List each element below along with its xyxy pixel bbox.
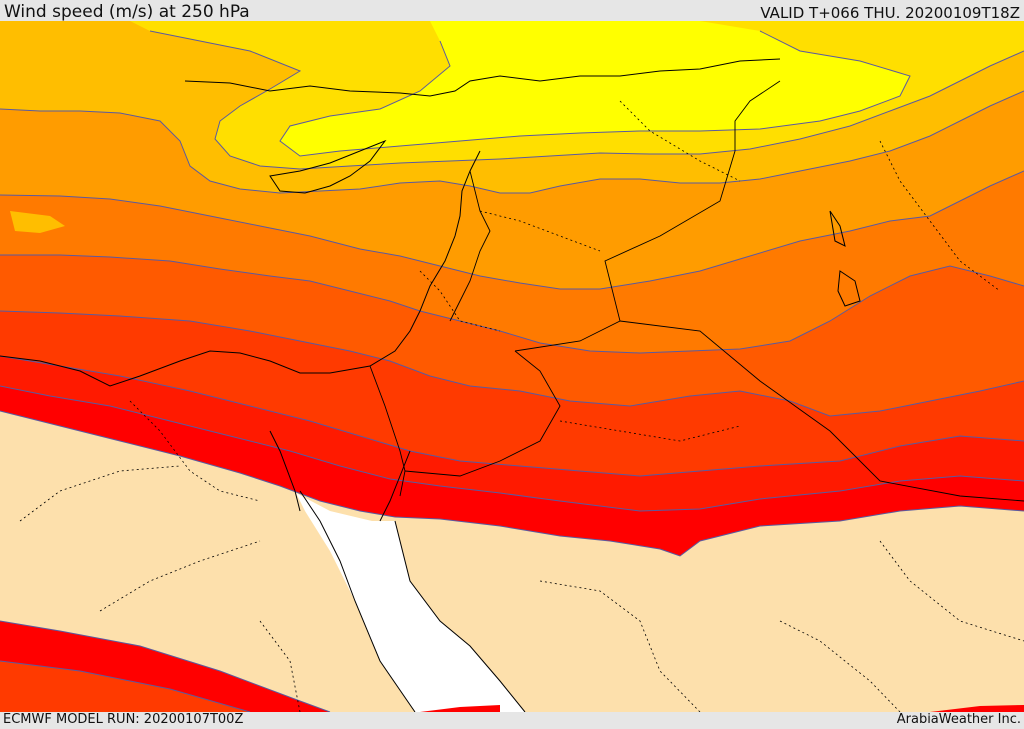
map-title: Wind speed (m/s) at 250 hPa bbox=[4, 2, 250, 22]
credit: ArabiaWeather Inc. bbox=[896, 712, 1021, 727]
valid-time: VALID T+066 THU. 20200109T18Z bbox=[760, 4, 1020, 22]
wind-band-south-inner bbox=[0, 661, 250, 712]
wind-speed-map bbox=[0, 21, 1024, 712]
coastlines bbox=[0, 58, 861, 712]
province-borders bbox=[19, 100, 1024, 712]
model-run: ECMWF MODEL RUN: 20200107T00Z bbox=[3, 712, 244, 727]
red-sea bbox=[296, 493, 525, 712]
wind-band-south-edge bbox=[420, 705, 1024, 712]
isotach-contours bbox=[0, 30, 1024, 712]
wind-band-7-west bbox=[10, 211, 65, 233]
wind-band-9-core bbox=[280, 21, 910, 156]
